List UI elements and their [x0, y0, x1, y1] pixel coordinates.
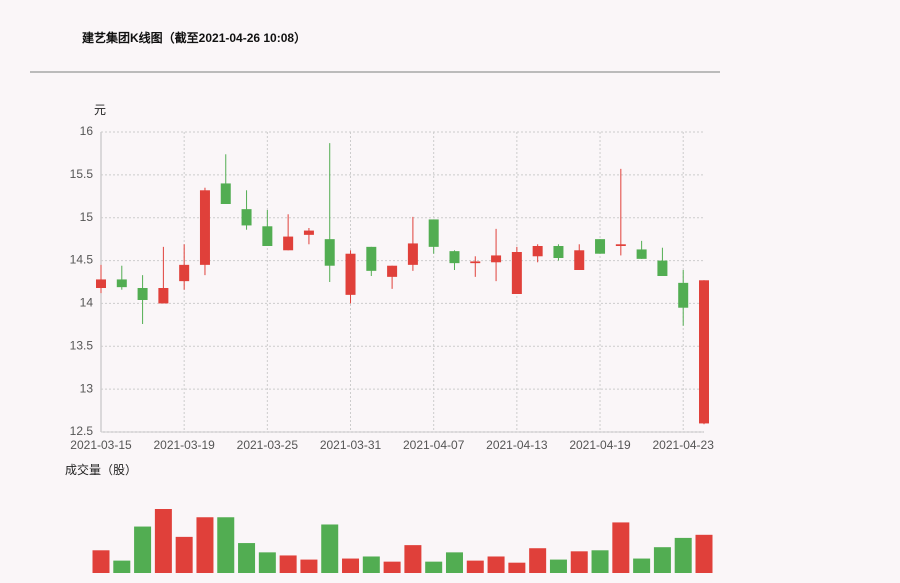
x-tick-label: 2021-03-19	[153, 438, 215, 452]
candle-body	[283, 236, 294, 251]
candle-body	[158, 288, 169, 304]
candle-body	[366, 246, 377, 271]
volume-bar	[342, 558, 360, 573]
volume-bar	[445, 552, 463, 573]
x-tick-label: 2021-03-15	[70, 438, 132, 452]
candle-body	[657, 260, 668, 276]
y-unit: 元	[94, 103, 106, 117]
candle-body	[699, 280, 709, 424]
candle-body	[511, 252, 522, 294]
candle-body	[96, 279, 106, 288]
candle-body	[449, 251, 460, 264]
volume-label: 成交量（股）	[65, 462, 137, 477]
volume-bar	[633, 558, 651, 573]
candle-body	[428, 219, 439, 247]
x-tick-label: 2021-04-07	[403, 438, 465, 452]
candle-body	[116, 279, 127, 288]
volume-bar	[92, 550, 110, 573]
candle-body	[220, 183, 231, 204]
volume-bar	[549, 559, 567, 573]
volume-bar	[300, 559, 318, 573]
candle-body	[387, 265, 398, 277]
volume-bar	[383, 561, 401, 573]
y-tick-label: 14	[80, 296, 94, 310]
candle-body	[199, 190, 210, 265]
candle-body	[636, 249, 647, 259]
volume-bar	[404, 545, 422, 573]
candle-body	[137, 288, 148, 300]
y-tick-label: 15	[80, 210, 94, 224]
candle-body	[491, 255, 502, 263]
volume-bar	[653, 547, 671, 573]
volume-bar	[591, 550, 609, 573]
volume-bar	[217, 517, 235, 573]
volume-bar	[279, 555, 297, 573]
volume-bar	[508, 562, 526, 573]
candle-body	[407, 243, 418, 265]
volume-bar	[466, 560, 484, 573]
y-tick-label: 12.5	[70, 424, 94, 438]
volume-bar	[321, 524, 339, 573]
volume-bar	[487, 556, 505, 573]
y-tick-label: 13.5	[70, 338, 94, 352]
volume-bar	[570, 551, 588, 573]
candle-body	[345, 253, 356, 295]
candle-body	[324, 239, 335, 266]
y-tick-label: 16	[80, 124, 94, 138]
x-tick-label: 2021-04-23	[653, 438, 715, 452]
candle-body	[595, 239, 606, 254]
candle-body	[303, 230, 314, 235]
y-tick-label: 14.5	[70, 253, 94, 267]
volume-bar	[113, 560, 131, 573]
chart-title: 建艺集团K线图（截至2021-04-26 10:08）	[81, 30, 306, 45]
candle-body	[179, 264, 190, 282]
x-tick-label: 2021-04-19	[569, 438, 631, 452]
candle-body	[262, 226, 273, 246]
candle-body	[241, 209, 252, 226]
candle-body	[553, 246, 564, 258]
volume-bar	[238, 543, 256, 573]
volume-bar	[134, 526, 152, 573]
volume-bar	[695, 534, 713, 573]
x-tick-label: 2021-03-25	[237, 438, 299, 452]
volume-bar	[674, 537, 692, 573]
volume-bar	[175, 536, 193, 573]
x-tick-label: 2021-04-13	[486, 438, 548, 452]
candle-body	[678, 282, 689, 308]
y-tick-label: 15.5	[70, 167, 94, 181]
candle-body	[532, 246, 543, 257]
volume-bar	[258, 552, 276, 573]
y-tick-label: 13	[80, 381, 94, 395]
candle-body	[574, 250, 585, 270]
volume-bar	[425, 561, 443, 573]
x-tick-label: 2021-03-31	[320, 438, 382, 452]
candle-body	[470, 261, 481, 264]
volume-bar	[529, 548, 547, 573]
candle-body	[615, 244, 626, 246]
volume-bar	[196, 517, 214, 573]
volume-bar	[154, 509, 172, 573]
volume-bar	[612, 522, 630, 573]
volume-bar	[362, 556, 380, 573]
